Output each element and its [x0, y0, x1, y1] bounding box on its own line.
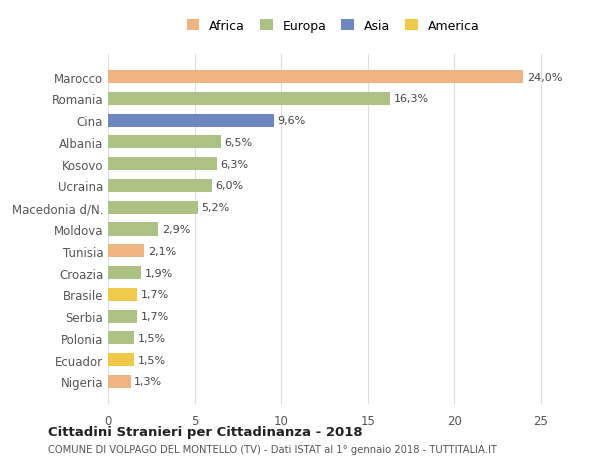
Text: 5,2%: 5,2%: [202, 203, 230, 213]
Bar: [108, 179, 212, 193]
Text: 6,0%: 6,0%: [215, 181, 244, 191]
Text: 2,9%: 2,9%: [161, 224, 190, 235]
Bar: [108, 201, 198, 214]
Bar: [108, 310, 137, 323]
Text: 1,9%: 1,9%: [145, 268, 173, 278]
Bar: [108, 136, 221, 149]
Bar: [108, 353, 134, 366]
Text: 16,3%: 16,3%: [394, 94, 429, 104]
Text: 1,3%: 1,3%: [134, 376, 162, 386]
Text: 1,7%: 1,7%: [141, 311, 169, 321]
Bar: [108, 223, 158, 236]
Text: 1,5%: 1,5%: [137, 355, 166, 365]
Bar: [108, 245, 145, 258]
Text: 6,3%: 6,3%: [221, 159, 248, 169]
Text: 1,7%: 1,7%: [141, 290, 169, 300]
Bar: [108, 158, 217, 171]
Text: 2,1%: 2,1%: [148, 246, 176, 256]
Bar: [108, 288, 137, 301]
Bar: [108, 93, 390, 106]
Text: 6,5%: 6,5%: [224, 138, 252, 148]
Bar: [108, 266, 141, 280]
Text: 9,6%: 9,6%: [278, 116, 306, 126]
Text: COMUNE DI VOLPAGO DEL MONTELLO (TV) - Dati ISTAT al 1° gennaio 2018 - TUTTITALIA: COMUNE DI VOLPAGO DEL MONTELLO (TV) - Da…: [48, 444, 497, 454]
Text: 1,5%: 1,5%: [137, 333, 166, 343]
Bar: [108, 331, 134, 345]
Bar: [108, 375, 131, 388]
Text: 24,0%: 24,0%: [527, 73, 562, 83]
Bar: [108, 71, 523, 84]
Legend: Africa, Europa, Asia, America: Africa, Europa, Asia, America: [183, 16, 483, 36]
Text: Cittadini Stranieri per Cittadinanza - 2018: Cittadini Stranieri per Cittadinanza - 2…: [48, 425, 362, 438]
Bar: [108, 114, 274, 128]
